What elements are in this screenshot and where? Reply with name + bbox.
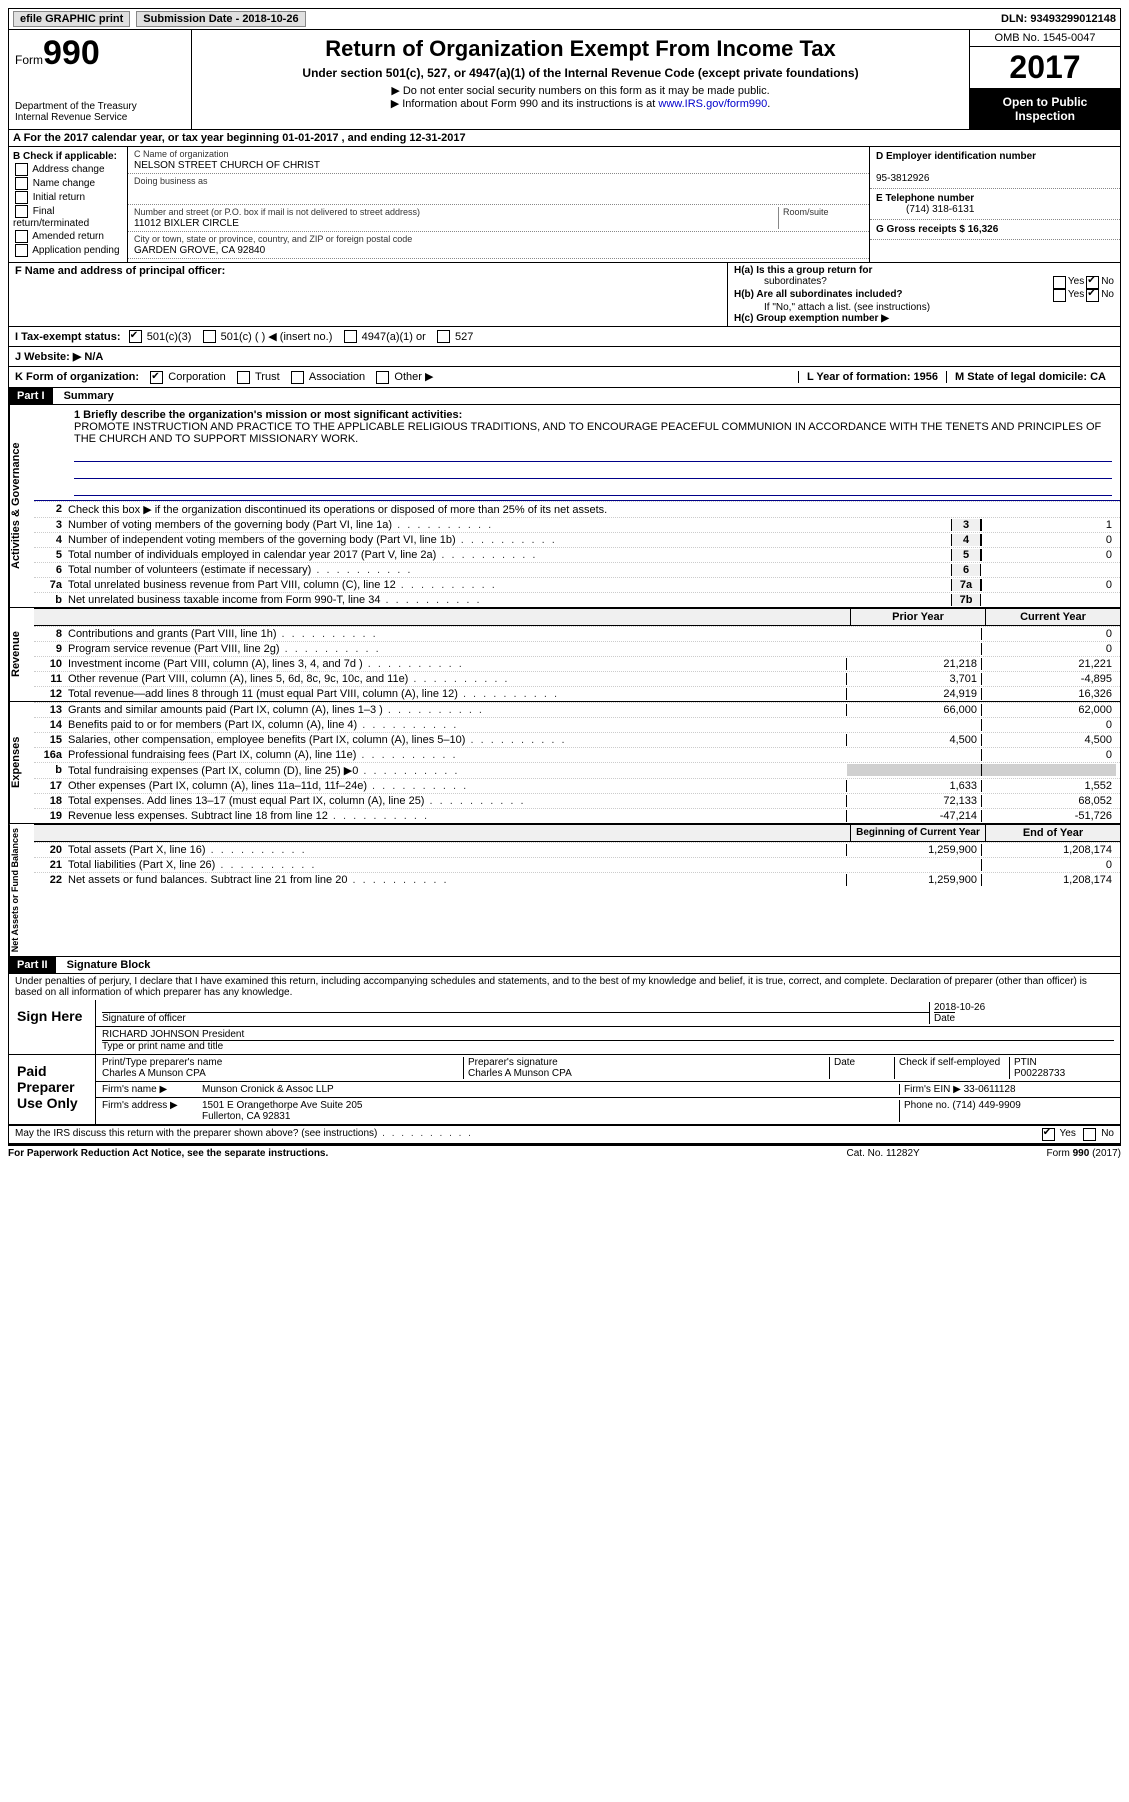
part-2-header: Part II Signature Block <box>8 957 1121 974</box>
row-f-h: F Name and address of principal officer:… <box>8 263 1121 327</box>
row-i: I Tax-exempt status: 501(c)(3) 501(c) ( … <box>8 327 1121 347</box>
box-b: B Check if applicable: Address change Na… <box>9 147 128 262</box>
org-street: 11012 BIXLER CIRCLE <box>134 218 239 229</box>
data-line: 14 Benefits paid to or for members (Part… <box>34 717 1120 732</box>
data-line: 11 Other revenue (Part VIII, column (A),… <box>34 671 1120 686</box>
data-line: 20 Total assets (Part X, line 16) 1,259,… <box>34 842 1120 857</box>
data-line: 15 Salaries, other compensation, employe… <box>34 732 1120 747</box>
efile-print-button[interactable]: efile GRAPHIC print <box>13 11 130 27</box>
form-title: Return of Organization Exempt From Incom… <box>202 36 959 62</box>
org-city: GARDEN GROVE, CA 92840 <box>134 245 265 256</box>
box-d: D Employer identification number95-38129… <box>870 147 1120 262</box>
note-ssn: ▶ Do not enter social security numbers o… <box>202 84 959 97</box>
section-bcd: B Check if applicable: Address change Na… <box>8 147 1121 263</box>
declaration: Under penalties of perjury, I declare th… <box>9 974 1120 1000</box>
gov-line: 4 Number of independent voting members o… <box>34 532 1120 547</box>
open-to-public: Open to PublicInspection <box>970 89 1120 129</box>
submission-date-button[interactable]: Submission Date - 2018-10-26 <box>136 11 305 27</box>
tax-year: 2017 <box>970 47 1120 89</box>
data-line: 19 Revenue less expenses. Subtract line … <box>34 808 1120 823</box>
page-footer: For Paperwork Reduction Act Notice, see … <box>8 1145 1121 1159</box>
dln-label: DLN: 93493299012148 <box>1001 13 1116 25</box>
ein: 95-3812926 <box>876 173 929 184</box>
gross-receipts: G Gross receipts $ 16,326 <box>876 224 998 235</box>
phone: (714) 318-6131 <box>876 204 974 215</box>
data-line: 22 Net assets or fund balances. Subtract… <box>34 872 1120 887</box>
box-c: C Name of organizationNELSON STREET CHUR… <box>128 147 870 262</box>
note-info: ▶ Information about Form 990 and its ins… <box>202 97 959 110</box>
data-line: 9 Program service revenue (Part VIII, li… <box>34 641 1120 656</box>
form-subtitle: Under section 501(c), 527, or 4947(a)(1)… <box>202 66 959 80</box>
data-line: 10 Investment income (Part VIII, column … <box>34 656 1120 671</box>
data-line: 17 Other expenses (Part IX, column (A), … <box>34 778 1120 793</box>
form-header: Form990 Department of the Treasury Inter… <box>8 30 1121 130</box>
dept-label: Department of the Treasury <box>15 101 185 112</box>
gov-line: 3 Number of voting members of the govern… <box>34 517 1120 532</box>
gov-line: b Net unrelated business taxable income … <box>34 592 1120 607</box>
signature-block: Under penalties of perjury, I declare th… <box>8 974 1121 1145</box>
org-name: NELSON STREET CHURCH OF CHRIST <box>134 160 320 171</box>
activities-governance: Activities & Governance 1 Briefly descri… <box>8 405 1121 608</box>
data-line: 8 Contributions and grants (Part VIII, l… <box>34 626 1120 641</box>
data-line: b Total fundraising expenses (Part IX, c… <box>34 762 1120 778</box>
net-assets-section: Net Assets or Fund Balances Beginning of… <box>8 824 1121 957</box>
gov-line: 5 Total number of individuals employed i… <box>34 547 1120 562</box>
data-line: 18 Total expenses. Add lines 13–17 (must… <box>34 793 1120 808</box>
data-line: 12 Total revenue—add lines 8 through 11 … <box>34 686 1120 701</box>
form-number: Form990 <box>15 34 185 73</box>
irs-link[interactable]: www.IRS.gov/form990 <box>658 98 767 110</box>
expenses-section: Expenses 13 Grants and similar amounts p… <box>8 702 1121 824</box>
top-bar: efile GRAPHIC print Submission Date - 20… <box>8 8 1121 30</box>
gov-line: 6 Total number of volunteers (estimate i… <box>34 562 1120 577</box>
row-k: K Form of organization: Corporation Trus… <box>8 367 1121 388</box>
row-a-tax-year: A For the 2017 calendar year, or tax yea… <box>8 130 1121 147</box>
data-line: 21 Total liabilities (Part X, line 26) 0 <box>34 857 1120 872</box>
revenue-section: Revenue Prior YearCurrent Year 8 Contrib… <box>8 608 1121 702</box>
row-j: J Website: ▶ N/A <box>8 347 1121 367</box>
form-version: Form 990 (2017) <box>1047 1148 1121 1159</box>
irs-label: Internal Revenue Service <box>15 112 185 123</box>
omb-number: OMB No. 1545-0047 <box>970 30 1120 47</box>
officer-name: RICHARD JOHNSON President <box>102 1029 1114 1040</box>
part-1-header: Part I Summary <box>8 388 1121 405</box>
gov-line: 7a Total unrelated business revenue from… <box>34 577 1120 592</box>
mission-text: PROMOTE INSTRUCTION AND PRACTICE TO THE … <box>74 421 1101 445</box>
mission-block: 1 Briefly describe the organization's mi… <box>34 405 1120 501</box>
data-line: 13 Grants and similar amounts paid (Part… <box>34 702 1120 717</box>
data-line: 16a Professional fundraising fees (Part … <box>34 747 1120 762</box>
